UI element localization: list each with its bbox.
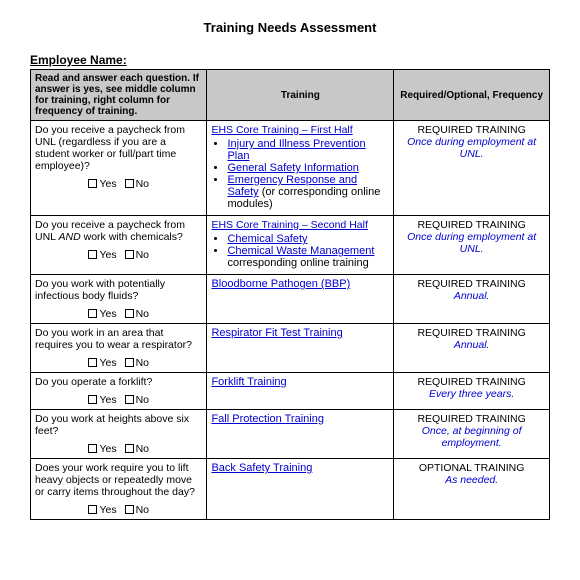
training-link[interactable]: Fall Protection Training [211, 413, 324, 425]
yes-no-row: YesNo [35, 308, 202, 320]
training-bullets: Injury and Illness Prevention PlanGenera… [227, 138, 389, 210]
requirement-label: REQUIRED TRAINING [398, 413, 545, 425]
table-row: Do you receive a paycheck from UNL (rega… [31, 121, 550, 216]
table-row: Do you work at heights above six feet? Ye… [31, 410, 550, 459]
yes-checkbox[interactable] [88, 395, 97, 404]
question-text: Does your work require you to lift heavy… [35, 462, 202, 498]
yes-no-row: YesNo [35, 357, 202, 369]
training-link[interactable]: Chemical Waste Management [227, 245, 374, 257]
training-link[interactable]: Injury and Illness Prevention Plan [227, 138, 365, 162]
frequency-label: Annual. [398, 339, 545, 351]
training-bullet: Chemical Safety [227, 233, 389, 245]
no-checkbox[interactable] [125, 395, 134, 404]
training-link[interactable]: General Safety Information [227, 162, 358, 174]
training-heading[interactable]: EHS Core Training – Second Half [211, 219, 389, 231]
no-checkbox[interactable] [125, 179, 134, 188]
yes-no-row: YesNo [35, 504, 202, 516]
training-cell: Bloodborne Pathogen (BBP) [207, 275, 394, 324]
yes-checkbox[interactable] [88, 179, 97, 188]
yes-no-row: YesNo [35, 443, 202, 455]
training-tail: corresponding online training [227, 257, 368, 269]
requirement-cell: REQUIRED TRAININGOnce, at beginning of e… [394, 410, 550, 459]
header-instructions: Read and answer each question. If answer… [31, 70, 207, 121]
question-cell: Do you receive a paycheck from UNL (rega… [31, 121, 207, 216]
requirement-cell: REQUIRED TRAININGAnnual. [394, 324, 550, 373]
requirement-label: REQUIRED TRAINING [398, 219, 545, 231]
training-bullet: Chemical Waste Management corresponding … [227, 245, 389, 269]
frequency-label: Every three years. [398, 388, 545, 400]
table-row: Do you receive a paycheck from UNL AND w… [31, 216, 550, 275]
no-checkbox[interactable] [125, 444, 134, 453]
question-text: Do you work in an area that requires you… [35, 327, 202, 351]
training-link[interactable]: Chemical Safety [227, 233, 307, 245]
training-cell: Forklift Training [207, 373, 394, 410]
question-cell: Do you operate a forklift? YesNo [31, 373, 207, 410]
frequency-label: As needed. [398, 474, 545, 486]
question-text: Do you receive a paycheck from UNL (rega… [35, 124, 202, 172]
yes-checkbox[interactable] [88, 309, 97, 318]
yes-checkbox[interactable] [88, 444, 97, 453]
training-cell: Fall Protection Training [207, 410, 394, 459]
question-text: Do you receive a paycheck from UNL AND w… [35, 219, 202, 243]
question-cell: Do you work in an area that requires you… [31, 324, 207, 373]
training-link[interactable]: Respirator Fit Test Training [211, 327, 342, 339]
requirement-cell: REQUIRED TRAININGOnce during employment … [394, 121, 550, 216]
training-heading[interactable]: EHS Core Training – First Half [211, 124, 389, 136]
table-row: Do you work with potentially infectious … [31, 275, 550, 324]
frequency-label: Once, at beginning of employment. [398, 425, 545, 449]
no-checkbox[interactable] [125, 505, 134, 514]
assessment-table: Read and answer each question. If answer… [30, 69, 550, 520]
training-bullet: Emergency Response and Safety (or corres… [227, 174, 389, 210]
table-row: Do you work in an area that requires you… [31, 324, 550, 373]
training-link[interactable]: Forklift Training [211, 376, 286, 388]
training-link[interactable]: Back Safety Training [211, 462, 312, 474]
question-text: Do you work with potentially infectious … [35, 278, 202, 302]
requirement-label: REQUIRED TRAINING [398, 124, 545, 136]
no-checkbox[interactable] [125, 358, 134, 367]
yes-checkbox[interactable] [88, 250, 97, 259]
requirement-cell: REQUIRED TRAININGOnce during employment … [394, 216, 550, 275]
header-req: Required/Optional, Frequency [394, 70, 550, 121]
training-cell: Respirator Fit Test Training [207, 324, 394, 373]
training-link[interactable]: Bloodborne Pathogen (BBP) [211, 278, 350, 290]
question-text: Do you work at heights above six feet? [35, 413, 202, 437]
frequency-label: Once during employment at UNL. [398, 231, 545, 255]
header-training: Training [207, 70, 394, 121]
requirement-label: REQUIRED TRAINING [398, 278, 545, 290]
training-bullet: Injury and Illness Prevention Plan [227, 138, 389, 162]
training-cell: EHS Core Training – First Half Injury and… [207, 121, 394, 216]
employee-name-label: Employee Name: [30, 53, 550, 67]
yes-no-row: YesNo [35, 178, 202, 190]
table-row: Do you operate a forklift? YesNo Forklift … [31, 373, 550, 410]
requirement-cell: REQUIRED TRAININGEvery three years. [394, 373, 550, 410]
yes-no-row: YesNo [35, 394, 202, 406]
training-cell: EHS Core Training – Second Half Chemical … [207, 216, 394, 275]
requirement-label: REQUIRED TRAINING [398, 376, 545, 388]
yes-checkbox[interactable] [88, 358, 97, 367]
no-checkbox[interactable] [125, 309, 134, 318]
question-cell: Do you work with potentially infectious … [31, 275, 207, 324]
requirement-label: REQUIRED TRAINING [398, 327, 545, 339]
table-row: Does your work require you to lift heavy… [31, 459, 550, 520]
requirement-cell: REQUIRED TRAININGAnnual. [394, 275, 550, 324]
question-text: Do you operate a forklift? [35, 376, 202, 388]
page-title: Training Needs Assessment [30, 20, 550, 35]
no-checkbox[interactable] [125, 250, 134, 259]
yes-checkbox[interactable] [88, 505, 97, 514]
question-cell: Does your work require you to lift heavy… [31, 459, 207, 520]
requirement-label: OPTIONAL TRAINING [398, 462, 545, 474]
requirement-cell: OPTIONAL TRAININGAs needed. [394, 459, 550, 520]
question-cell: Do you receive a paycheck from UNL AND w… [31, 216, 207, 275]
training-cell: Back Safety Training [207, 459, 394, 520]
training-bullets: Chemical SafetyChemical Waste Management… [227, 233, 389, 269]
frequency-label: Once during employment at UNL. [398, 136, 545, 160]
frequency-label: Annual. [398, 290, 545, 302]
question-cell: Do you work at heights above six feet? Ye… [31, 410, 207, 459]
training-bullet: General Safety Information [227, 162, 389, 174]
yes-no-row: YesNo [35, 249, 202, 261]
